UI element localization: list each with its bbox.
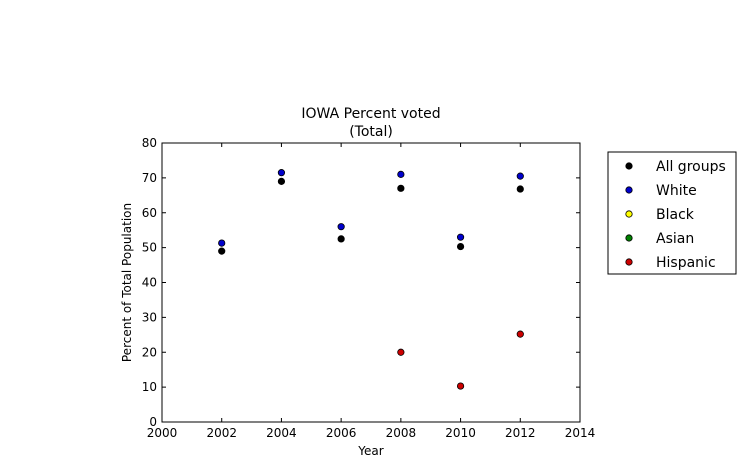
point-white xyxy=(456,233,465,241)
x-axis-label: Year xyxy=(357,444,383,458)
legend-label: Black xyxy=(656,207,695,223)
point-all-groups xyxy=(516,185,524,193)
point-white xyxy=(516,172,524,180)
y-axis-label: Percent of Total Population xyxy=(120,203,134,362)
point-hispanic xyxy=(456,382,465,390)
x-tick-label: 2012 xyxy=(505,426,536,440)
legend-label: White xyxy=(656,183,697,199)
legend-label: Hispanic xyxy=(656,255,716,271)
point-hispanic xyxy=(397,348,405,356)
legend-marker xyxy=(625,234,633,242)
point-white xyxy=(397,170,405,178)
plot-frame xyxy=(161,142,581,423)
point-hispanic xyxy=(516,330,524,338)
chart-subtitle: (Total) xyxy=(349,124,393,140)
y-tick-label: 30 xyxy=(142,310,157,324)
point-all-groups xyxy=(456,242,465,251)
point-all-groups xyxy=(337,235,345,243)
x-tick-label: 2008 xyxy=(386,426,417,440)
point-white xyxy=(218,239,226,247)
point-white xyxy=(337,223,345,231)
legend: All groups White Black Asian Hispanic xyxy=(607,151,737,275)
legend-marker xyxy=(625,210,633,218)
y-tick-label: 20 xyxy=(142,345,157,359)
legend-marker xyxy=(625,162,633,170)
legend-marker xyxy=(625,258,633,266)
x-tick-label: 2000 xyxy=(147,426,178,440)
y-axis: 0 10 20 30 40 50 60 70 80 xyxy=(142,136,580,429)
legend-marker xyxy=(625,186,633,194)
x-tick-label: 2004 xyxy=(266,426,297,440)
y-tick-label: 10 xyxy=(142,380,157,394)
y-tick-label: 70 xyxy=(142,171,157,185)
legend-label: Asian xyxy=(656,231,694,247)
y-tick-label: 40 xyxy=(142,276,157,290)
x-tick-label: 2014 xyxy=(565,426,596,440)
x-tick-label: 2010 xyxy=(445,426,476,440)
x-tick-label: 2002 xyxy=(206,426,237,440)
plot-area: 2000 2002 2004 2006 2008 2010 2012 2014 0 10 20 30… xyxy=(142,136,596,440)
point-white xyxy=(277,169,286,177)
y-tick-label: 50 xyxy=(142,241,157,255)
y-tick-label: 60 xyxy=(142,206,157,220)
point-all-groups xyxy=(397,184,405,192)
legend-label: All groups xyxy=(656,159,726,175)
y-tick-label: 0 xyxy=(149,415,157,429)
x-tick-label: 2006 xyxy=(326,426,357,440)
y-tick-label: 80 xyxy=(142,136,157,150)
x-axis: 2000 2002 2004 2006 2008 2010 2012 2014 xyxy=(147,143,596,440)
point-all-groups xyxy=(277,177,286,185)
chart-title: IOWA Percent voted xyxy=(301,106,440,122)
data-points xyxy=(218,169,524,390)
point-all-groups xyxy=(218,247,226,255)
